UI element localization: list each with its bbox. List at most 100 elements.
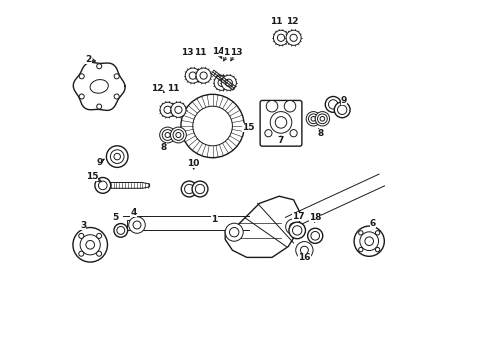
Circle shape — [86, 240, 95, 249]
Text: 7: 7 — [278, 136, 284, 145]
Text: 15: 15 — [243, 123, 255, 132]
Circle shape — [334, 102, 350, 118]
Circle shape — [79, 251, 84, 256]
Text: 18: 18 — [309, 213, 321, 222]
Text: 1: 1 — [211, 215, 218, 224]
Circle shape — [359, 231, 363, 235]
Circle shape — [309, 114, 318, 124]
Circle shape — [354, 226, 384, 256]
Text: 4: 4 — [130, 208, 137, 217]
Text: 11: 11 — [167, 84, 179, 93]
Circle shape — [284, 100, 296, 112]
Circle shape — [185, 68, 200, 83]
Circle shape — [165, 132, 170, 138]
Circle shape — [192, 181, 208, 197]
Circle shape — [193, 106, 232, 146]
Text: 5: 5 — [112, 213, 119, 222]
Circle shape — [97, 251, 101, 256]
Circle shape — [289, 222, 305, 239]
Text: 14: 14 — [212, 47, 224, 56]
Circle shape — [185, 184, 194, 194]
Circle shape — [176, 132, 181, 138]
Circle shape — [328, 100, 338, 109]
Circle shape — [286, 30, 301, 45]
FancyBboxPatch shape — [127, 220, 135, 230]
Circle shape — [171, 127, 186, 143]
Text: 12: 12 — [286, 17, 298, 26]
Circle shape — [175, 106, 182, 113]
Circle shape — [114, 224, 127, 237]
Circle shape — [160, 102, 175, 117]
Text: 11: 11 — [222, 48, 235, 57]
FancyBboxPatch shape — [260, 100, 302, 146]
Circle shape — [290, 34, 297, 41]
Circle shape — [320, 117, 325, 121]
Circle shape — [286, 219, 301, 235]
Polygon shape — [122, 216, 248, 230]
Circle shape — [306, 112, 320, 126]
Circle shape — [114, 94, 119, 99]
Circle shape — [375, 247, 380, 252]
Ellipse shape — [90, 80, 108, 93]
Circle shape — [196, 184, 205, 194]
Circle shape — [162, 130, 173, 140]
Circle shape — [133, 221, 141, 229]
Circle shape — [171, 102, 186, 117]
Circle shape — [360, 232, 379, 251]
Circle shape — [181, 94, 245, 158]
Circle shape — [265, 130, 272, 137]
Circle shape — [338, 105, 347, 114]
Circle shape — [79, 74, 84, 79]
Circle shape — [218, 79, 225, 86]
Circle shape — [114, 153, 121, 160]
Circle shape — [225, 79, 232, 86]
Text: 9: 9 — [96, 158, 102, 166]
Text: 8: 8 — [161, 143, 167, 152]
Text: 11: 11 — [194, 48, 206, 57]
Circle shape — [315, 112, 330, 126]
Circle shape — [196, 68, 211, 83]
Circle shape — [97, 64, 102, 69]
Circle shape — [365, 237, 373, 246]
Text: 10: 10 — [187, 159, 199, 168]
Circle shape — [79, 233, 84, 238]
Polygon shape — [110, 183, 149, 188]
Text: 3: 3 — [80, 220, 86, 230]
Circle shape — [97, 104, 102, 109]
Circle shape — [266, 100, 278, 112]
Circle shape — [221, 75, 236, 90]
Circle shape — [359, 247, 363, 252]
Circle shape — [318, 114, 327, 124]
Text: 6: 6 — [369, 219, 376, 228]
Circle shape — [296, 242, 313, 259]
Circle shape — [229, 228, 239, 237]
Circle shape — [80, 235, 100, 255]
Circle shape — [114, 74, 119, 79]
Circle shape — [270, 112, 292, 133]
Circle shape — [200, 72, 207, 79]
Polygon shape — [225, 196, 301, 257]
Circle shape — [106, 146, 128, 167]
Circle shape — [160, 127, 175, 143]
Text: 9: 9 — [341, 96, 347, 105]
Text: 12: 12 — [150, 84, 163, 93]
Polygon shape — [74, 62, 125, 111]
Circle shape — [117, 226, 125, 234]
Text: 16: 16 — [298, 253, 311, 262]
Circle shape — [110, 150, 124, 163]
Circle shape — [129, 217, 145, 233]
Circle shape — [273, 30, 289, 45]
Circle shape — [95, 177, 111, 193]
Text: 17: 17 — [292, 212, 305, 220]
Text: 13: 13 — [230, 48, 242, 57]
Text: 15: 15 — [86, 172, 98, 181]
Circle shape — [308, 228, 323, 243]
Text: 11: 11 — [270, 17, 283, 26]
Circle shape — [164, 106, 171, 113]
Circle shape — [275, 117, 287, 128]
Circle shape — [300, 246, 308, 254]
Circle shape — [189, 72, 196, 79]
Circle shape — [225, 223, 243, 241]
Polygon shape — [286, 174, 385, 229]
Text: 8: 8 — [318, 129, 324, 138]
